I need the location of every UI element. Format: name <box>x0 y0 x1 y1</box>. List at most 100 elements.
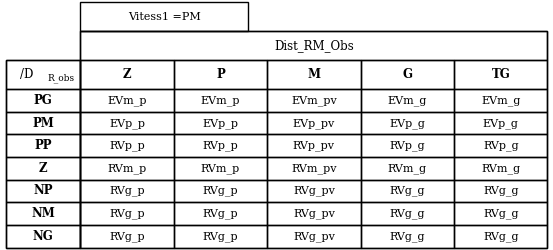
Text: RVg_p: RVg_p <box>202 208 238 219</box>
Text: RVg_p: RVg_p <box>202 186 238 196</box>
Text: RVg_p: RVg_p <box>109 231 145 241</box>
Text: EVm_p: EVm_p <box>107 95 147 106</box>
Bar <box>454 180 547 202</box>
Bar <box>80 134 174 157</box>
Bar <box>267 202 361 225</box>
Text: RVg_g: RVg_g <box>389 231 425 241</box>
Bar <box>361 202 454 225</box>
Text: Vitess1 =PM: Vitess1 =PM <box>128 12 201 22</box>
Bar <box>80 60 174 89</box>
Text: RVp_p: RVp_p <box>202 140 238 151</box>
Text: NM: NM <box>31 207 55 220</box>
Text: TG: TG <box>492 68 510 81</box>
Text: NG: NG <box>33 230 53 243</box>
Bar <box>361 180 454 202</box>
Bar <box>454 225 547 248</box>
Text: EVm_p: EVm_p <box>201 95 240 106</box>
Text: EVm_g: EVm_g <box>481 95 520 106</box>
Bar <box>267 225 361 248</box>
Text: EVp_p: EVp_p <box>109 118 145 128</box>
Text: P: P <box>216 68 225 81</box>
Bar <box>454 89 547 112</box>
Text: EVm_pv: EVm_pv <box>291 95 337 106</box>
Bar <box>80 112 174 134</box>
Bar <box>267 89 361 112</box>
Bar <box>454 134 547 157</box>
Bar <box>267 134 361 157</box>
Text: Dist_RM_Obs: Dist_RM_Obs <box>274 39 354 52</box>
Text: EVp_g: EVp_g <box>483 118 519 128</box>
Text: RVg_g: RVg_g <box>389 186 425 196</box>
Text: Z: Z <box>39 162 47 175</box>
Bar <box>6 89 80 112</box>
Text: RVg_pv: RVg_pv <box>293 208 335 219</box>
Bar <box>267 60 361 89</box>
Bar <box>174 134 267 157</box>
Text: RVg_g: RVg_g <box>483 186 519 196</box>
Text: /D: /D <box>20 68 33 81</box>
Bar <box>361 157 454 180</box>
Bar <box>174 157 267 180</box>
Text: PG: PG <box>34 94 53 107</box>
Text: EVm_g: EVm_g <box>388 95 427 106</box>
Text: RVm_p: RVm_p <box>201 163 240 174</box>
Text: G: G <box>403 68 413 81</box>
Bar <box>6 60 80 89</box>
Text: RVp_p: RVp_p <box>109 140 145 151</box>
Bar <box>80 2 248 32</box>
Bar <box>6 180 80 202</box>
Bar <box>267 157 361 180</box>
Text: RVm_pv: RVm_pv <box>291 163 337 174</box>
Text: RVm_g: RVm_g <box>481 163 520 174</box>
Bar <box>6 202 80 225</box>
Text: EVp_pv: EVp_pv <box>293 118 335 128</box>
Bar <box>361 134 454 157</box>
Bar <box>6 134 80 157</box>
Bar <box>174 180 267 202</box>
Bar <box>454 157 547 180</box>
Bar <box>174 202 267 225</box>
Bar <box>174 60 267 89</box>
Text: RVm_p: RVm_p <box>107 163 147 174</box>
Text: EVp_g: EVp_g <box>389 118 425 128</box>
Text: RVg_g: RVg_g <box>389 208 425 219</box>
Bar <box>174 89 267 112</box>
Bar <box>361 225 454 248</box>
Bar <box>267 112 361 134</box>
Bar <box>361 89 454 112</box>
Bar <box>454 60 547 89</box>
Text: RVm_g: RVm_g <box>388 163 427 174</box>
Bar <box>6 60 80 248</box>
Text: RVp_pv: RVp_pv <box>293 140 335 151</box>
Bar <box>80 89 174 112</box>
Bar <box>80 32 547 248</box>
Text: RVg_pv: RVg_pv <box>293 186 335 196</box>
Bar <box>454 112 547 134</box>
Bar <box>454 202 547 225</box>
Text: RVg_p: RVg_p <box>109 208 145 219</box>
Text: EVp_p: EVp_p <box>202 118 238 128</box>
Text: PM: PM <box>32 117 54 130</box>
Bar <box>267 180 361 202</box>
Bar <box>174 225 267 248</box>
Text: RVg_g: RVg_g <box>483 208 519 219</box>
Text: RVp_g: RVp_g <box>389 140 425 151</box>
Bar <box>361 112 454 134</box>
Bar <box>80 157 174 180</box>
Text: RVg_p: RVg_p <box>202 231 238 241</box>
Text: M: M <box>307 68 320 81</box>
Text: PP: PP <box>34 139 51 152</box>
Bar <box>80 202 174 225</box>
Bar <box>80 180 174 202</box>
Bar <box>174 112 267 134</box>
Text: RVg_g: RVg_g <box>483 231 519 241</box>
Text: NP: NP <box>33 184 53 198</box>
Bar <box>80 32 547 60</box>
Text: R_obs: R_obs <box>47 73 74 83</box>
Text: RVg_pv: RVg_pv <box>293 231 335 241</box>
Text: RVp_g: RVp_g <box>483 140 519 151</box>
Text: RVg_p: RVg_p <box>109 186 145 196</box>
Text: Z: Z <box>123 68 131 81</box>
Bar <box>6 157 80 180</box>
Bar <box>361 60 454 89</box>
